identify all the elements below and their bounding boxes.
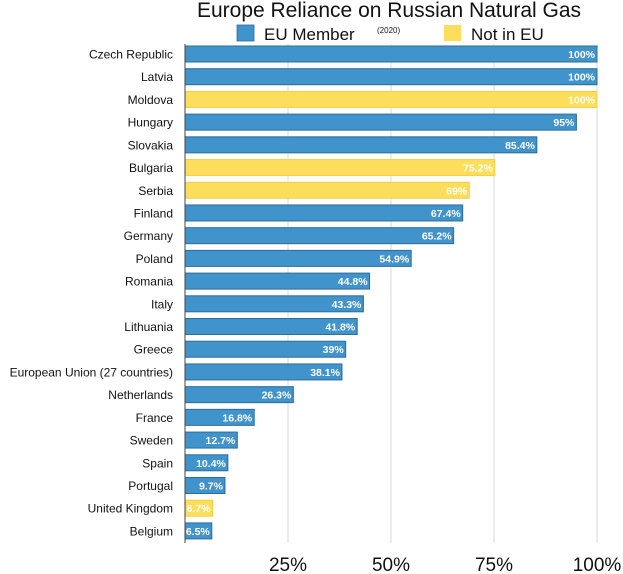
data-label: 44.8% (338, 276, 368, 288)
category-label: Netherlands (108, 388, 173, 402)
data-label: 65.2% (422, 231, 452, 243)
category-label: Greece (134, 343, 174, 357)
data-label: 10.4% (196, 458, 226, 470)
category-label: Serbia (138, 184, 173, 198)
category-label: Slovakia (128, 138, 174, 152)
bar (184, 204, 464, 222)
data-label: 69% (446, 185, 468, 197)
data-label: 39% (323, 344, 345, 356)
category-label: Lithuania (124, 320, 173, 334)
category-label: United Kingdom (88, 502, 173, 516)
category-label: Bulgaria (129, 161, 173, 175)
data-label: 41.8% (325, 322, 355, 334)
category-label: Germany (124, 229, 173, 243)
category-label: Moldova (128, 93, 174, 107)
bar (184, 45, 598, 63)
bar (184, 136, 538, 154)
legend-label-eu-member: EU Member (264, 25, 355, 44)
legend-swatch-not-in-eu (444, 25, 461, 41)
x-tick-label: 25% (269, 555, 307, 574)
bar (184, 181, 470, 199)
data-label: 67.4% (431, 208, 461, 220)
bar (184, 159, 496, 177)
category-label: France (136, 411, 174, 425)
category-label: Poland (136, 252, 173, 266)
chart-title: Europe Reliance on Russian Natural Gas (196, 0, 582, 22)
bar (184, 90, 598, 108)
bar (184, 249, 412, 267)
data-label: 54.9% (379, 253, 409, 265)
category-label: Spain (142, 456, 173, 470)
data-label: 43.3% (332, 299, 362, 311)
data-label: 100% (568, 72, 596, 84)
data-label: 16.8% (222, 412, 252, 424)
bar (184, 113, 577, 131)
data-label: 26.3% (262, 390, 292, 402)
category-label: Portugal (128, 479, 173, 493)
x-tick-label: 75% (475, 555, 513, 574)
bar (184, 227, 455, 245)
x-tick-label: 50% (372, 555, 410, 574)
data-label: 85.4% (505, 140, 535, 152)
category-label: Italy (151, 297, 173, 311)
data-label: 38.1% (310, 367, 340, 379)
data-label: 6.7% (187, 503, 212, 515)
category-label: European Union (27 countries) (10, 365, 173, 379)
data-label: 12.7% (206, 435, 236, 447)
data-label: 6.5% (186, 526, 211, 538)
category-label: Latvia (141, 70, 173, 84)
category-label: Sweden (130, 434, 173, 448)
data-label: 75.2% (463, 163, 493, 175)
category-label: Belgium (130, 524, 173, 538)
x-tick-label: 100% (573, 555, 622, 574)
legend-swatch-eu-member (236, 24, 255, 42)
legend-label-not-in-eu: Not in EU (471, 25, 544, 44)
category-label: Hungary (128, 116, 173, 130)
category-label: Romania (125, 275, 173, 289)
data-label: 100% (568, 49, 596, 61)
category-label: Finland (134, 206, 173, 220)
chart-subtitle: (2020) (377, 26, 400, 35)
data-label: 95% (553, 117, 575, 129)
category-label: Czech Republic (89, 48, 173, 62)
data-label: 9.7% (199, 480, 224, 492)
bar (184, 340, 347, 358)
data-label: 100% (568, 94, 596, 106)
bar (184, 68, 598, 86)
